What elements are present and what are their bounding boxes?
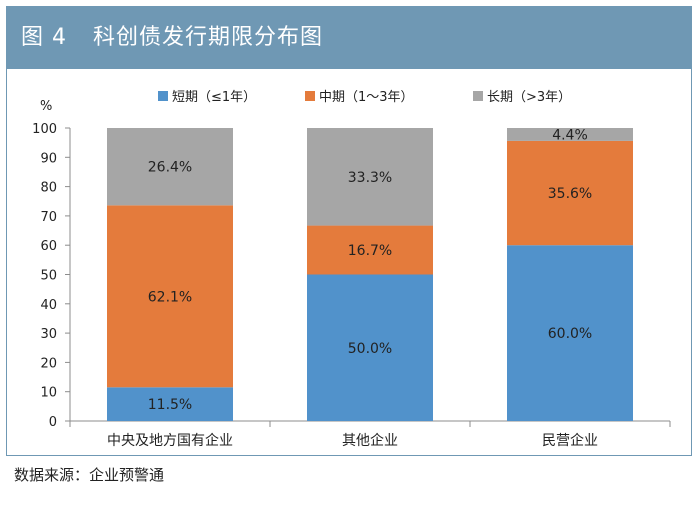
figure-number: 图 4 (21, 25, 67, 50)
y-tick-label: 90 (40, 151, 57, 166)
x-tick-label: 民营企业 (542, 432, 598, 449)
bar-segment (507, 245, 633, 421)
legend-swatch (305, 91, 315, 101)
legend-swatch (158, 91, 168, 101)
legend-label: 短期（≤1年） (172, 90, 256, 105)
figure-header: 图 4 科创债发行期限分布图 (7, 7, 691, 69)
data-label: 35.6% (548, 186, 592, 202)
data-label: 4.4% (552, 127, 588, 143)
bar-segment (107, 205, 233, 388)
data-label: 33.3% (348, 170, 392, 186)
bar-segment (307, 128, 433, 226)
figure-title: 科创债发行期限分布图 (93, 25, 324, 50)
x-tick-label: 其他企业 (342, 432, 398, 449)
data-label: 11.5% (148, 397, 192, 413)
y-tick-label: 0 (49, 415, 57, 430)
data-label: 50.0% (348, 341, 392, 357)
y-axis-unit: % (40, 99, 52, 114)
x-tick-label: 中央及地方国有企业 (107, 432, 233, 449)
y-tick-label: 30 (40, 327, 57, 342)
source-note: 数据来源：企业预警通 (14, 466, 165, 484)
legend-label: 中期（1～3年） (319, 90, 414, 105)
y-tick-label: 10 (40, 386, 57, 401)
legend-label: 长期（>3年） (487, 90, 571, 105)
y-tick-label: 50 (40, 269, 57, 284)
data-label: 62.1% (148, 289, 192, 305)
data-label: 26.4% (148, 160, 192, 176)
y-tick-label: 70 (40, 210, 57, 225)
y-tick-label: 80 (40, 181, 57, 196)
bar-segment (507, 140, 633, 246)
y-tick-label: 60 (40, 239, 57, 254)
bar-segment (507, 128, 633, 141)
y-tick-label: 20 (40, 356, 57, 371)
chart-legend: 短期（≤1年） 中期（1～3年） 长期（>3年） (158, 90, 571, 105)
x-axis: 中央及地方国有企业 其他企业 民营企业 (69, 420, 671, 449)
bar-segment (307, 225, 433, 275)
data-label: 16.7% (348, 243, 392, 259)
y-axis: 0 10 20 30 40 50 60 70 80 90 100% (32, 99, 71, 430)
legend-swatch (473, 91, 483, 101)
y-tick-label: 40 (40, 298, 57, 313)
data-label: 60.0% (548, 326, 592, 342)
bar-segment (107, 387, 233, 421)
y-tick-label: 100 (32, 122, 57, 137)
bars-group: 11.5% 62.1% 26.4% 50.0% 16.7% 33.3% 60.0% 35.6%… (107, 127, 633, 421)
bar-segment (307, 274, 433, 421)
bar-segment (107, 128, 233, 206)
